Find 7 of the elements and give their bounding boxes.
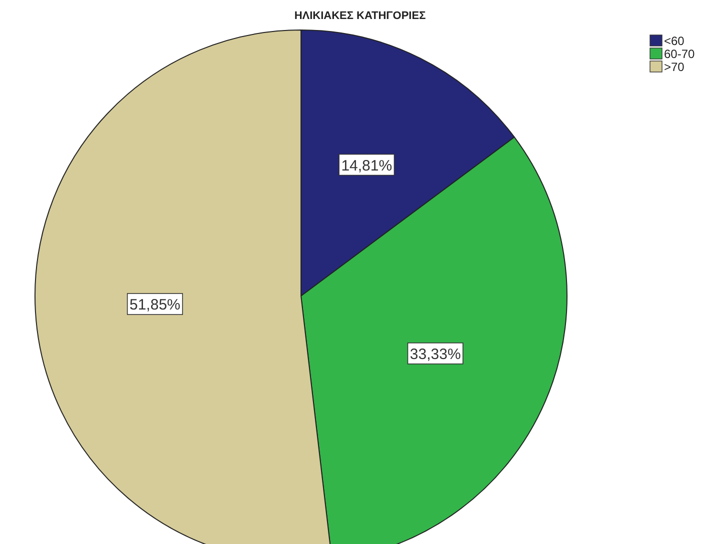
data-label: 51,85% <box>130 296 180 314</box>
legend-label: 60-70 <box>664 47 696 61</box>
legend-label: >70 <box>664 60 685 74</box>
data-label: 14,81% <box>341 157 392 174</box>
chart-title: ΗΛΙΚΙΑΚΕΣ ΚΑΤΗΓΟΡΙΕΣ <box>294 10 426 22</box>
data-label: 33,33% <box>410 346 461 363</box>
legend-label: <60 <box>664 34 685 48</box>
